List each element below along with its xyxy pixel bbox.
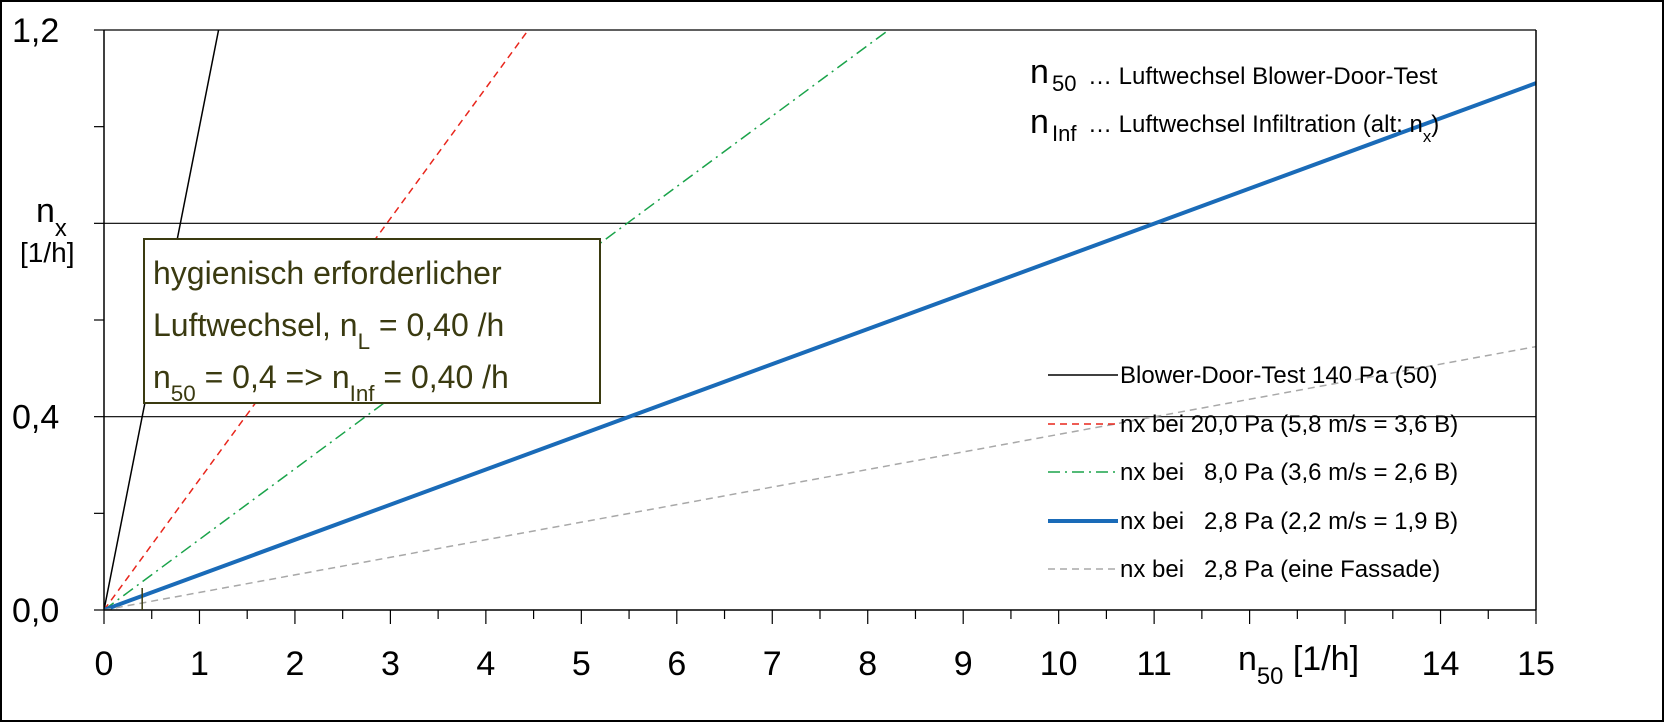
y-tick-label: 1,2 [12, 12, 59, 50]
x-tick-label: 1 [190, 645, 209, 683]
annotation-line-1: hygienisch erforderlicher [153, 255, 502, 291]
y-tick-label: 0,4 [12, 399, 59, 437]
annotation-box [143, 238, 601, 404]
series-line-4 [104, 345, 1536, 610]
y-axis-label: nx [36, 192, 67, 242]
x-tick-label: 14 [1422, 645, 1460, 683]
x-tick-label: 3 [381, 645, 400, 683]
legend-label-1: nx bei 20,0 Pa (5,8 m/s = 3,6 B) [1120, 411, 1458, 438]
ticks: 0 1 2 3 4 5 6 7 8 9 10 11 14 15 0,0 0,4 1,2 [12, 12, 1555, 683]
x-tick-label: 5 [572, 645, 591, 683]
x-tick-label: 15 [1517, 645, 1555, 683]
note-n50-sub: 50 [1052, 71, 1076, 96]
legend: Blower-Door-Test 140 Pa (50) nx bei 20,0 … [1048, 362, 1458, 583]
note-ninf-text: … Luftwechsel Infiltration (alt: nx) [1088, 111, 1439, 146]
note-n50-text: … Luftwechsel Blower-Door-Test [1088, 63, 1438, 90]
note-n50: n [1030, 53, 1049, 91]
x-tick-label: 9 [954, 645, 973, 683]
x-tick-label: 7 [763, 645, 782, 683]
y-tick-label: 0,0 [12, 592, 59, 630]
series-group [104, 30, 1536, 610]
legend-label-4: nx bei 2,8 Pa (eine Fassade) [1120, 556, 1440, 583]
x-tick-label: 0 [95, 645, 114, 683]
series-line-3 [104, 81, 1536, 610]
grid [104, 222, 1536, 418]
legend-label-0: Blower-Door-Test 140 Pa (50) [1120, 362, 1437, 389]
x-tick-label: 11 [1136, 645, 1171, 683]
legend-label-2: nx bei 8,0 Pa (3,6 m/s = 2,6 B) [1120, 459, 1458, 486]
x-tick-label: 8 [858, 645, 877, 683]
legend-label-3: nx bei 2,8 Pa (2,2 m/s = 1,9 B) [1120, 508, 1458, 535]
annotation-line-3: n50 = 0,4 => nInf = 0,40 /h [153, 359, 509, 406]
axis-labels: n50 [1/h] nx[1/h] [20, 192, 1359, 690]
x-tick-label: 6 [667, 645, 686, 683]
y-axis-unit: [1/h] [20, 237, 74, 268]
x-tick-label: 10 [1040, 645, 1078, 683]
x-tick-label: 4 [476, 645, 495, 683]
x-tick-label: 2 [285, 645, 304, 683]
note-ninf: n [1030, 103, 1049, 141]
note-ninf-sub: Inf [1052, 121, 1077, 146]
annotation: hygienisch erforderlicher Luftwechsel, nL… [141, 238, 601, 610]
x-axis-label: n50 [1/h] [1238, 640, 1359, 690]
series-line-2 [104, 30, 890, 610]
annotation-line-2: Luftwechsel, nL = 0,40 /h [153, 307, 504, 354]
